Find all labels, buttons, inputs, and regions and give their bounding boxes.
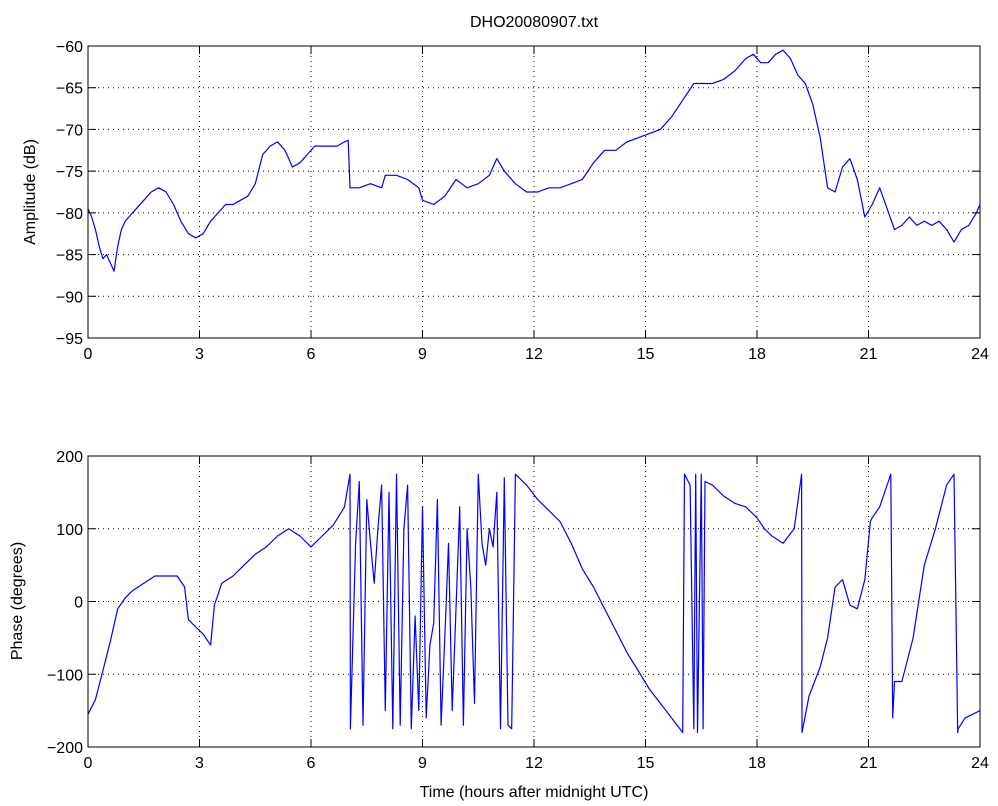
amplitude-plot: DHO20080907.txt 0 3 6 9 12 15 18 21 24 −95 −90 −85 −… [22, 14, 989, 363]
phase-x-tick-label: 12 [525, 755, 543, 772]
phase-x-tick-label: 9 [418, 755, 427, 772]
amplitude-x-tick-label: 0 [84, 346, 93, 363]
amplitude-x-tick-label: 9 [418, 346, 427, 363]
phase-plot: 0 3 6 9 12 15 18 21 24 −200 −100 0 100 200 Phase (deg… [9, 449, 989, 801]
phase-x-axis-label: Time (hours after midnight UTC) [420, 784, 649, 801]
amplitude-y-tick-label: −65 [56, 81, 83, 98]
amplitude-y-tick-label: −85 [56, 248, 83, 265]
amplitude-x-tick-label: 18 [748, 346, 766, 363]
phase-x-tick-label: 15 [637, 755, 655, 772]
phase-x-tick-label: 3 [195, 755, 204, 772]
phase-x-tick-label: 0 [84, 755, 93, 772]
amplitude-y-axis-label: Amplitude (dB) [22, 139, 39, 245]
amplitude-y-tick-label: −90 [56, 289, 83, 306]
phase-y-tick-label: −200 [47, 740, 83, 757]
phase-series-line [87, 473, 981, 734]
phase-y-axis-label: Phase (degrees) [9, 542, 26, 660]
amplitude-series [87, 49, 981, 272]
phase-y-tick-label: 100 [56, 522, 83, 539]
amplitude-x-tick-label: 24 [971, 346, 989, 363]
amplitude-x-tick-label: 12 [525, 346, 543, 363]
phase-ticks: 0 3 6 9 12 15 18 21 24 −200 −100 0 100 200 [47, 449, 989, 772]
amplitude-y-tick-label: −75 [56, 164, 83, 181]
amplitude-plot-title: DHO20080907.txt [470, 14, 599, 31]
phase-x-tick-label: 6 [307, 755, 316, 772]
amplitude-ticks: 0 3 6 9 12 15 18 21 24 −95 −90 −85 −80 −75 −70 −65 −60 [56, 39, 989, 363]
amplitude-grid [88, 46, 980, 338]
amplitude-y-tick-label: −80 [56, 206, 83, 223]
phase-x-tick-label: 21 [860, 755, 878, 772]
amplitude-x-tick-label: 6 [307, 346, 316, 363]
phase-y-tick-label: 200 [56, 449, 83, 466]
amplitude-series-line [87, 49, 981, 272]
amplitude-y-tick-label: −95 [56, 331, 83, 348]
amplitude-x-tick-label: 15 [637, 346, 655, 363]
amplitude-y-tick-label: −70 [56, 122, 83, 139]
phase-x-tick-label: 18 [748, 755, 766, 772]
amplitude-y-tick-label: −60 [56, 39, 83, 56]
phase-x-tick-label: 24 [971, 755, 989, 772]
phase-series [87, 473, 981, 734]
phase-y-tick-label: 0 [74, 595, 83, 612]
phase-grid [88, 456, 980, 747]
amplitude-x-tick-label: 21 [860, 346, 878, 363]
amplitude-x-tick-label: 3 [195, 346, 204, 363]
phase-y-tick-label: −100 [47, 667, 83, 684]
